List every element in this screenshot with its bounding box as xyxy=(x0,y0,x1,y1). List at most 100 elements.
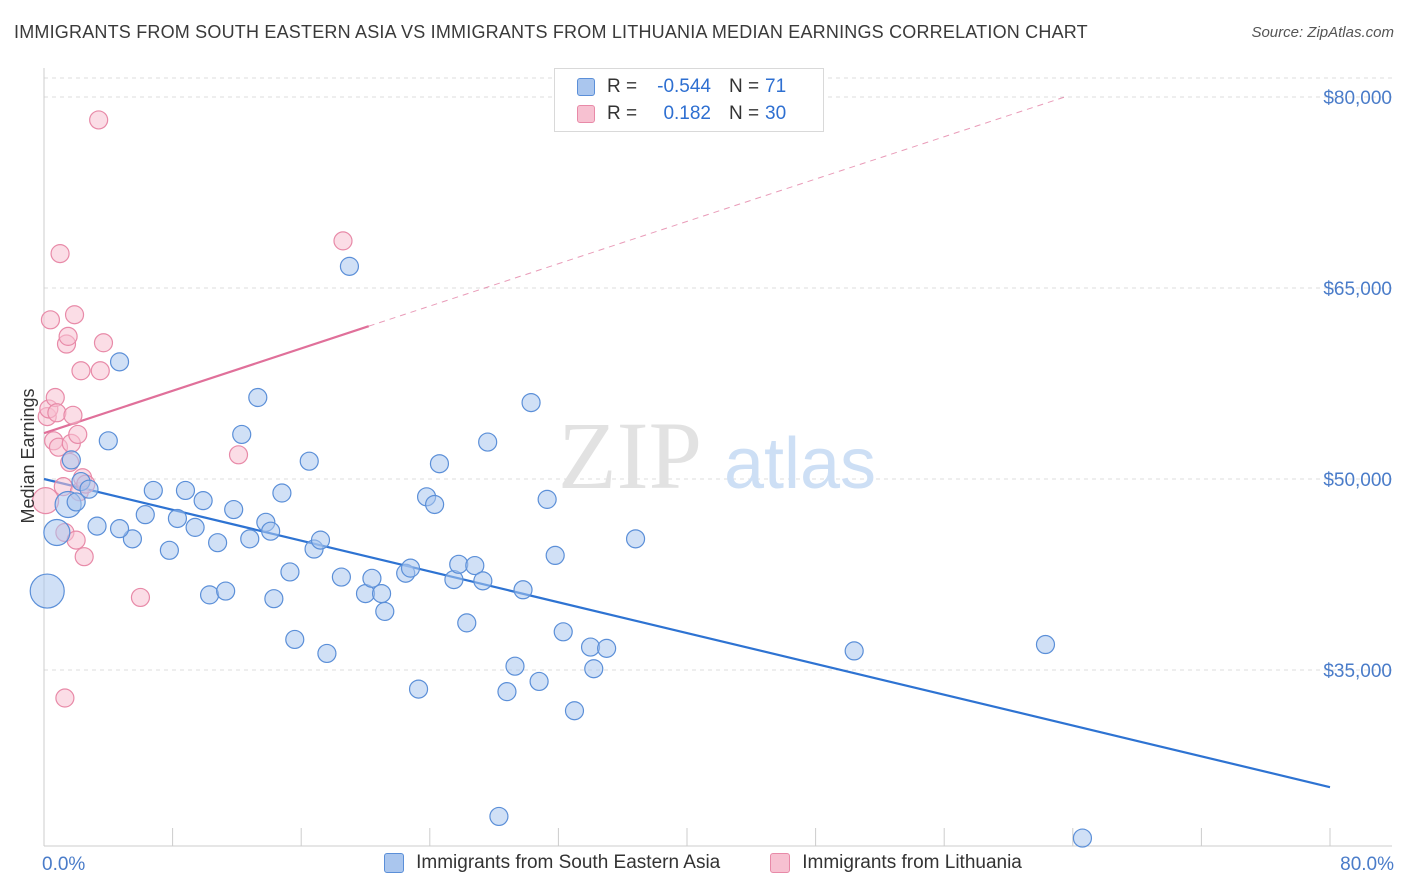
south-eastern-asia-trend-line xyxy=(43,477,1331,789)
south-eastern-asia-point xyxy=(465,555,485,576)
south-eastern-asia-point xyxy=(497,682,517,702)
n-value: 71 xyxy=(765,76,787,97)
lithuania-point xyxy=(50,244,70,264)
south-eastern-asia-point xyxy=(264,589,284,609)
lithuania-point xyxy=(47,403,67,423)
south-eastern-asia-point xyxy=(371,583,392,604)
south-eastern-asia-point xyxy=(193,491,213,511)
south-eastern-asia-point xyxy=(408,679,429,699)
lithuania-point xyxy=(58,326,78,346)
r-label: R = xyxy=(607,76,638,97)
n-value: 30 xyxy=(765,103,787,124)
r-label: R = xyxy=(607,103,638,124)
south-eastern-asia-point xyxy=(224,499,244,520)
lithuania-point xyxy=(90,361,110,381)
south-eastern-asia-point xyxy=(1072,828,1093,848)
south-eastern-asia-point xyxy=(429,454,450,474)
lithuania-point xyxy=(64,305,85,325)
legend-label: Immigrants from South Eastern Asia xyxy=(416,852,721,873)
south-eastern-asia-point xyxy=(513,580,533,600)
south-eastern-asia-point xyxy=(449,554,469,574)
blue-swatch xyxy=(577,78,595,96)
legend-item-south-eastern-asia: Immigrants from South Eastern Asia xyxy=(384,852,720,874)
south-eastern-asia-point xyxy=(478,432,498,452)
south-eastern-asia-point xyxy=(553,622,573,642)
grid-lines xyxy=(44,77,1392,671)
south-eastern-asia-point xyxy=(98,431,118,451)
south-eastern-asia-point xyxy=(175,480,196,501)
y-tick-label: $65,000 xyxy=(1323,279,1392,300)
lithuania-point xyxy=(55,688,75,708)
south-eastern-asia-point xyxy=(580,637,601,657)
south-eastern-asia-point xyxy=(272,483,292,503)
y-tick-label: $80,000 xyxy=(1323,88,1392,109)
south-eastern-asia-point xyxy=(473,571,493,591)
south-eastern-asia-point xyxy=(400,558,421,578)
south-eastern-asia-point xyxy=(261,521,281,541)
lithuania-point xyxy=(63,405,83,425)
south-eastern-asia-point xyxy=(375,601,395,622)
south-eastern-asia-point xyxy=(331,567,351,587)
south-eastern-asia-point xyxy=(317,643,337,664)
south-eastern-asia-point xyxy=(208,533,228,553)
lithuania-point xyxy=(74,547,94,567)
south-eastern-asia-point xyxy=(109,519,130,539)
south-eastern-asia-point xyxy=(29,573,65,609)
south-eastern-asia-point xyxy=(489,806,509,827)
south-eastern-asia-point xyxy=(109,352,130,372)
south-eastern-asia-point xyxy=(362,568,382,588)
lithuania-point xyxy=(40,310,61,330)
south-eastern-asia-point xyxy=(159,540,179,560)
r-value: -0.544 xyxy=(657,76,711,97)
stats-legend: R = -0.544 N = 71 R = 0.182 N = 30 xyxy=(554,68,824,132)
south-eastern-asia-point xyxy=(185,517,205,537)
y-tick-label: $50,000 xyxy=(1323,470,1392,491)
south-eastern-asia-point xyxy=(143,480,163,501)
south-eastern-asia-point xyxy=(457,613,477,633)
south-eastern-asia-point xyxy=(61,450,81,470)
south-eastern-asia-point xyxy=(280,562,300,582)
south-eastern-asia-point xyxy=(310,530,331,550)
south-eastern-asia-point xyxy=(285,629,305,650)
watermark-atlas: atlas xyxy=(724,424,876,504)
south-eastern-asia-point xyxy=(199,585,220,605)
south-eastern-asia-point xyxy=(216,581,236,601)
watermark: ZIP atlas xyxy=(558,402,876,509)
n-label: N = xyxy=(729,76,760,97)
x-tick-label: 0.0% xyxy=(42,854,85,875)
data-points xyxy=(29,110,1093,848)
south-eastern-asia-point xyxy=(87,516,107,536)
south-eastern-asia-point xyxy=(299,451,319,471)
south-eastern-asia-point xyxy=(79,479,99,499)
y-axis-label: Median Earnings xyxy=(18,388,38,523)
legend-item-lithuania: Immigrants from Lithuania xyxy=(770,852,1022,874)
watermark-zip: ZIP xyxy=(558,402,702,509)
south-eastern-asia-point xyxy=(425,494,445,515)
south-eastern-asia-point xyxy=(545,545,565,566)
south-eastern-asia-point xyxy=(584,659,604,679)
lithuania-point xyxy=(71,361,91,381)
south-eastern-asia-point xyxy=(167,508,188,529)
south-eastern-asia-point xyxy=(597,638,617,658)
lithuania-point xyxy=(228,445,249,465)
south-eastern-asia-point xyxy=(122,529,143,549)
lithuania-trend-line xyxy=(43,325,370,435)
r-value: 0.182 xyxy=(663,103,711,124)
lithuania-point xyxy=(89,110,109,130)
south-eastern-asia-point xyxy=(521,393,541,413)
south-eastern-asia-point xyxy=(625,529,646,549)
lithuania-point xyxy=(93,333,114,353)
lithuania-point xyxy=(333,231,353,251)
chart-title: IMMIGRANTS FROM SOUTH EASTERN ASIA VS IM… xyxy=(14,22,1088,42)
south-eastern-asia-point xyxy=(339,256,360,276)
blue-swatch xyxy=(384,853,405,873)
south-eastern-asia-point xyxy=(240,529,260,549)
pink-swatch xyxy=(770,853,791,873)
lithuania-point xyxy=(130,587,151,608)
south-eastern-asia-point xyxy=(564,701,585,721)
bottom-legend: Immigrants from South Eastern Asia Immig… xyxy=(0,852,1406,874)
south-eastern-asia-point xyxy=(537,489,557,509)
lithuania-trend-extension xyxy=(368,96,1065,327)
y-tick-label: $35,000 xyxy=(1323,661,1392,682)
